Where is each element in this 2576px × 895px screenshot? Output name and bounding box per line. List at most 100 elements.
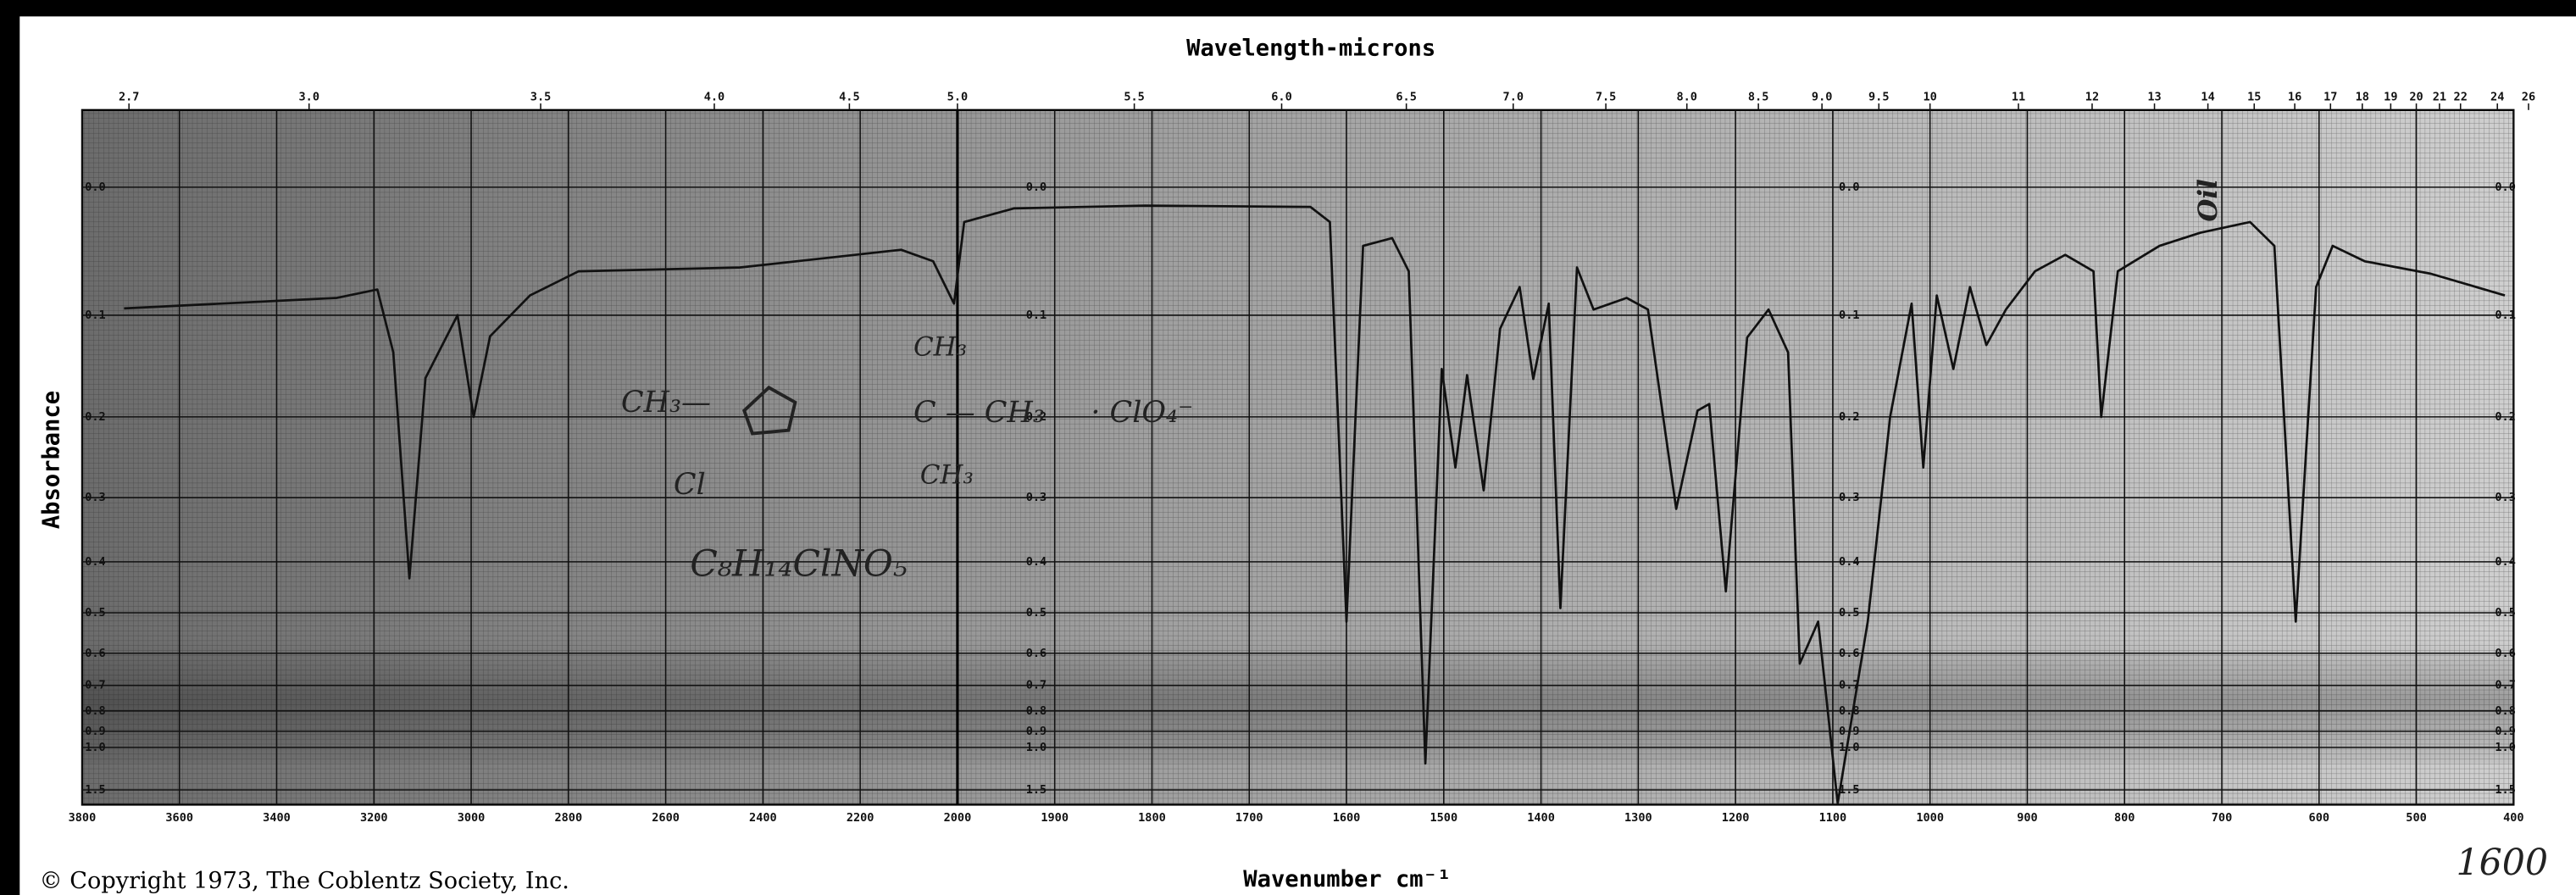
x2-tick-label: 8.0 xyxy=(1676,90,1696,103)
x-tick-label: 1600 xyxy=(1333,811,1361,825)
x-tick-label: 700 xyxy=(2212,811,2232,825)
x2-tick-label: 19 xyxy=(2384,90,2397,103)
y-tick-label: 0.2 xyxy=(2495,410,2515,424)
x-tick-label: 3200 xyxy=(360,811,388,825)
x2-tick-label: 26 xyxy=(2522,90,2535,103)
y-tick-label: 1.0 xyxy=(1026,741,1046,754)
y-tick-label: 1.0 xyxy=(85,741,105,754)
y-tick-label: 1.5 xyxy=(1026,783,1046,797)
x-tick-label: 1400 xyxy=(1527,811,1555,825)
y-axis-title: Absorbance xyxy=(39,391,65,529)
y-tick-label: 0.0 xyxy=(1026,181,1046,194)
y-tick-label: 0.7 xyxy=(2495,679,2515,692)
annotation: C — CH₃ xyxy=(913,396,1045,430)
x-tick-label: 900 xyxy=(2017,811,2037,825)
x-axis-title: Wavenumber cm⁻¹ xyxy=(1243,866,1451,892)
ring-sketch xyxy=(742,385,797,436)
x2-tick-label: 22 xyxy=(2454,90,2468,103)
copyright: © Copyright 1973, The Coblentz Society, … xyxy=(40,868,569,894)
y-tick-label: 0.0 xyxy=(85,181,105,194)
y-tick-label: 0.1 xyxy=(85,309,105,322)
labels: 3800 3600 3400 3200 3000 2800 2600 2400 2200 2000… xyxy=(69,90,2536,825)
y-tick-label: 0.3 xyxy=(1839,491,1859,504)
y-tick-label: 0.4 xyxy=(2495,555,2515,569)
annotation: 1600 xyxy=(2456,842,2548,884)
y-tick-label: 0.9 xyxy=(85,725,105,738)
x-tick-label: 400 xyxy=(2503,811,2523,825)
x2-tick-label: 9.5 xyxy=(1868,90,1889,103)
x2-tick-label: 2.7 xyxy=(119,90,139,103)
x2-tick-label: 5.0 xyxy=(947,90,968,103)
x-tick-label: 1800 xyxy=(1138,811,1166,825)
y-tick-label: 0.1 xyxy=(1839,309,1859,322)
grid xyxy=(81,103,2529,805)
y-tick-label: 0.6 xyxy=(2495,647,2515,660)
y-tick-label: 0.6 xyxy=(1026,647,1046,660)
x2-tick-label: 7.0 xyxy=(1503,90,1524,103)
y-tick-label: 0.9 xyxy=(1026,725,1046,738)
x-tick-label: 2200 xyxy=(847,811,874,825)
y-tick-label: 0.3 xyxy=(85,491,105,504)
y-tick-label: 0.7 xyxy=(1839,679,1859,692)
y-tick-label: 0.8 xyxy=(1839,704,1859,718)
x-tick-label: 1100 xyxy=(1819,811,1847,825)
x2-tick-label: 5.5 xyxy=(1124,90,1144,103)
x-tick-label: 3600 xyxy=(165,811,193,825)
x2-tick-label: 6.0 xyxy=(1271,90,1291,103)
y-tick-label: 1.5 xyxy=(85,783,105,797)
x-tick-label: 3800 xyxy=(69,811,97,825)
x2-tick-label: 6.5 xyxy=(1396,90,1416,103)
left-border xyxy=(0,0,20,895)
x-tick-label: 3000 xyxy=(458,811,486,825)
y-tick-label: 0.4 xyxy=(1026,555,1046,569)
x-tick-label: 1200 xyxy=(1722,811,1750,825)
x-tick-label: 2800 xyxy=(554,811,582,825)
y-tick-label: 0.8 xyxy=(85,704,105,718)
top-border xyxy=(0,0,2576,17)
y-tick-label: 0.7 xyxy=(1026,679,1046,692)
y-tick-label: 1.0 xyxy=(1839,741,1859,754)
x-tick-label: 1300 xyxy=(1624,811,1652,825)
x2-tick-label: 14 xyxy=(2201,90,2214,103)
y-tick-label: 1.5 xyxy=(1839,783,1859,797)
x2-tick-label: 7.5 xyxy=(1596,90,1616,103)
y-tick-label: 0.2 xyxy=(1026,410,1046,424)
y-tick-label: 0.2 xyxy=(85,410,105,424)
annotation: CH₃— xyxy=(621,386,711,420)
y-tick-label: 0.1 xyxy=(1026,309,1046,322)
x2-tick-label: 13 xyxy=(2147,90,2161,103)
x-tick-label: 1000 xyxy=(1916,811,1944,825)
x2-tick-label: 4.0 xyxy=(704,90,724,103)
y-tick-label: 0.6 xyxy=(1839,647,1859,660)
x2-tick-label: 21 xyxy=(2433,90,2446,103)
y-tick-label: 0.5 xyxy=(2495,606,2515,620)
x2-tick-label: 17 xyxy=(2323,90,2337,103)
x2-tick-label: 12 xyxy=(2085,90,2099,103)
x2-tick-label: 15 xyxy=(2247,90,2261,103)
y-tick-label: 0.4 xyxy=(85,555,105,569)
y-tick-label: 0.8 xyxy=(1026,704,1046,718)
y-tick-label: 0.7 xyxy=(85,679,105,692)
annotation: CH₃ xyxy=(920,459,974,490)
x-tick-label: 3400 xyxy=(263,811,291,825)
annotation: Oil xyxy=(2193,179,2223,222)
y-tick-label: 0.4 xyxy=(1839,555,1859,569)
x-tick-label: 2400 xyxy=(749,811,777,825)
x2-tick-label: 9.0 xyxy=(1812,90,1832,103)
y-tick-label: 0.0 xyxy=(2495,181,2515,194)
spectrum-line xyxy=(124,204,2506,805)
x-tick-label: 800 xyxy=(2114,811,2135,825)
y-tick-label: 0.8 xyxy=(2495,704,2515,718)
x2-tick-label: 20 xyxy=(2409,90,2423,103)
y-tick-label: 0.5 xyxy=(85,606,105,620)
y-tick-label: 0.3 xyxy=(2495,491,2515,504)
x-tick-label: 2600 xyxy=(652,811,680,825)
x2-tick-label: 3.5 xyxy=(530,90,551,103)
plot-band xyxy=(81,640,2514,764)
x-tick-label: 2000 xyxy=(944,811,972,825)
y-tick-label: 0.3 xyxy=(1026,491,1046,504)
x-tick-label: 1500 xyxy=(1430,811,1457,825)
y-tick-label: 1.5 xyxy=(2495,783,2515,797)
x2-tick-label: 24 xyxy=(2490,90,2504,103)
x2-tick-label: 4.5 xyxy=(839,90,859,103)
